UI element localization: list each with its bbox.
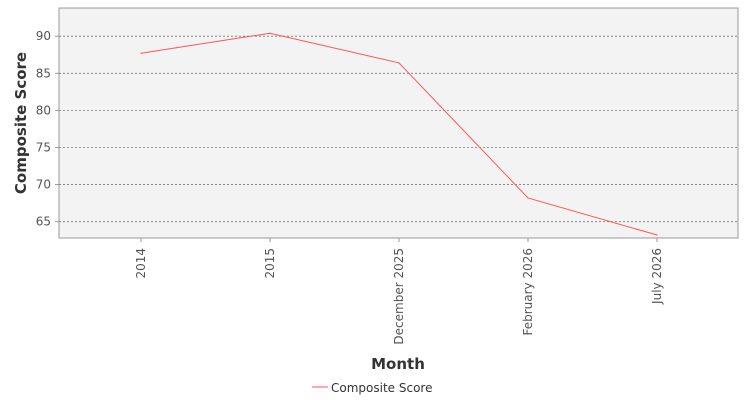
x-axis-title: Month	[371, 355, 425, 373]
y-tick-label: 70	[36, 178, 51, 192]
x-tick-label: July 2026	[650, 248, 664, 305]
data-point	[527, 197, 529, 199]
y-axis-title: Composite Score	[12, 52, 30, 194]
x-axis-ticks: 2014 2015 December 2025 February 2026 July 2…	[134, 238, 664, 345]
data-point	[398, 62, 400, 64]
plot-area	[58, 7, 739, 239]
y-tick-label: 80	[36, 103, 51, 117]
legend-label: Composite Score	[331, 381, 432, 395]
y-axis-ticks: 65 70 75 80 85 90	[36, 29, 59, 229]
y-tick-label: 75	[36, 140, 51, 154]
data-point	[269, 32, 271, 34]
y-tick-label: 85	[36, 66, 51, 80]
y-tick-label: 90	[36, 29, 51, 43]
series-lines	[140, 32, 658, 236]
x-tick-label: December 2025	[392, 248, 406, 345]
data-point	[140, 52, 142, 54]
x-tick-label: 2014	[134, 248, 148, 279]
data-point	[656, 234, 658, 236]
x-tick-label: 2015	[263, 248, 277, 279]
y-tick-label: 65	[36, 215, 51, 229]
grid-lines	[59, 35, 738, 223]
legend: Composite Score	[312, 381, 432, 395]
x-tick-label: February 2026	[521, 248, 535, 336]
